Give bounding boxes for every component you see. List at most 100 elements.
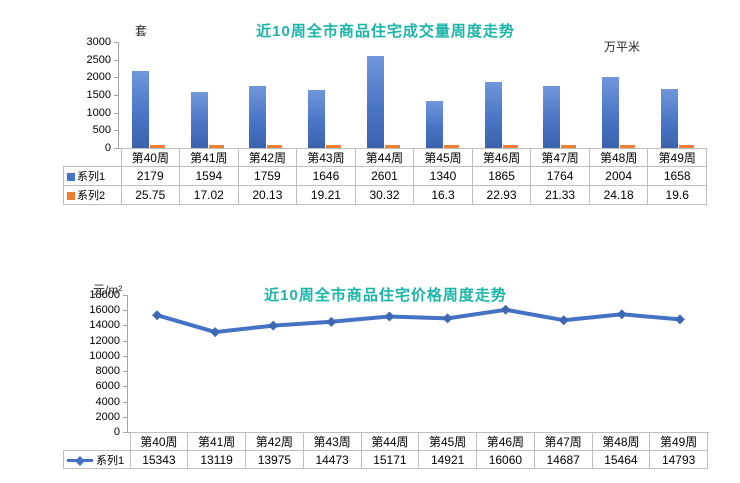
plot-area bbox=[118, 42, 707, 149]
y-axis-label: 0 bbox=[104, 142, 111, 154]
secondary-axis-unit-label: 万平米 bbox=[603, 40, 640, 54]
y-axis-tick bbox=[123, 355, 127, 357]
table-row: 系列2 25.75 17.02 20.13 19.21 30.32 16.3 22.93 21.… bbox=[63, 185, 707, 205]
week-header: 第40周 bbox=[129, 432, 189, 451]
bar-series1 bbox=[367, 56, 385, 148]
value-cell: 30.32 bbox=[354, 185, 415, 205]
value-cell: 21.33 bbox=[530, 185, 590, 205]
week-header: 第40周 bbox=[120, 148, 181, 167]
value-cell: 14793 bbox=[649, 450, 708, 469]
series1-key-icon bbox=[67, 173, 75, 181]
week-header: 第46周 bbox=[476, 432, 535, 451]
week-header: 第44周 bbox=[360, 432, 420, 451]
table-header-row: 第40周 第41周 第42周 第43周 第44周 第45周 第46周 第47周 第48周 第49周 bbox=[64, 432, 708, 451]
diamond-marker bbox=[326, 316, 337, 327]
plot-area bbox=[127, 295, 709, 433]
y-axis-tick bbox=[123, 325, 127, 327]
y-axis-label: 500 bbox=[92, 124, 111, 137]
bar-series2 bbox=[326, 145, 342, 148]
bar-series1 bbox=[602, 77, 620, 148]
series-name: 系列2 bbox=[77, 190, 106, 202]
y-axis-tick bbox=[114, 112, 118, 114]
value-cell: 2004 bbox=[588, 166, 649, 186]
bar-series2 bbox=[208, 145, 224, 148]
value-cell: 16060 bbox=[476, 450, 535, 469]
bar-series2 bbox=[443, 145, 459, 148]
table-header-row: 第40周 第41周 第42周 第43周 第44周 第45周 第46周 第47周 第48周 第49周 bbox=[64, 148, 707, 167]
bar-group bbox=[413, 42, 472, 148]
bar-group bbox=[648, 42, 707, 148]
y-axis-label: 12000 bbox=[89, 334, 120, 347]
bar-series1 bbox=[190, 92, 208, 148]
week-header: 第49周 bbox=[647, 148, 707, 167]
y-axis-tick bbox=[114, 42, 118, 43]
bar-series1 bbox=[543, 86, 561, 148]
week-header: 第48周 bbox=[588, 148, 649, 167]
bar-group bbox=[354, 42, 413, 148]
line-marker-key-icon bbox=[67, 455, 93, 466]
y-axis-label: 2000 bbox=[95, 410, 120, 423]
price-chart-title: 近10周全市商品住宅价格周度走势 bbox=[264, 287, 507, 304]
series-name: 系列1 bbox=[77, 171, 106, 183]
value-cell: 15343 bbox=[129, 450, 189, 469]
bar-group bbox=[295, 42, 354, 148]
week-header: 第42周 bbox=[237, 148, 298, 167]
bar-series1 bbox=[484, 82, 502, 148]
diamond-marker bbox=[210, 327, 221, 338]
week-header: 第43周 bbox=[296, 148, 356, 167]
price-axis-unit-label: 元/m² bbox=[93, 283, 123, 297]
value-cell: 1340 bbox=[413, 166, 473, 186]
value-cell: 22.93 bbox=[471, 185, 532, 205]
table-row: 系列1 2179 1594 1759 1646 2601 1340 1865 1764 2004 1… bbox=[63, 166, 707, 186]
value-cell: 16.3 bbox=[413, 185, 473, 205]
bar-series2 bbox=[502, 145, 518, 148]
y-axis-tick bbox=[123, 295, 127, 296]
week-header: 第44周 bbox=[354, 148, 415, 167]
y-axis-tick bbox=[114, 59, 118, 61]
value-cell: 1764 bbox=[530, 166, 590, 186]
diamond-marker bbox=[268, 320, 279, 331]
legend-cell: 系列1 bbox=[63, 166, 122, 186]
data-table: 第40周 第41周 第42周 第43周 第44周 第45周 第46周 第47周 第48周 第49周… bbox=[63, 432, 708, 469]
y-axis-label: 4000 bbox=[95, 395, 120, 408]
bar-series2 bbox=[385, 145, 401, 148]
bar-series1 bbox=[249, 86, 267, 148]
week-header: 第45周 bbox=[413, 148, 473, 167]
y-axis-label: 18000 bbox=[89, 289, 120, 301]
value-cell: 15171 bbox=[360, 450, 420, 469]
y-axis-label: 6000 bbox=[95, 380, 120, 393]
volume-chart: 近10周全市商品住宅成交量周度走势 套 万平米 第40周 第41周 第42周 第43周… bbox=[63, 18, 708, 212]
value-cell: 17.02 bbox=[179, 185, 239, 205]
week-header: 第43周 bbox=[302, 432, 362, 451]
bar-group bbox=[178, 42, 237, 148]
y-axis-tick bbox=[123, 310, 127, 312]
week-header: 第42周 bbox=[245, 432, 304, 451]
bar-series2 bbox=[267, 145, 283, 148]
value-cell: 13119 bbox=[187, 450, 246, 469]
value-cell: 19.21 bbox=[296, 185, 356, 205]
series-name: 系列1 bbox=[96, 454, 125, 467]
price-chart: 近10周全市商品住宅价格周度走势 元/m² 第40周 第41周 第42周 第43周 第4… bbox=[63, 280, 709, 474]
week-header: 第41周 bbox=[187, 432, 246, 451]
y-axis-label: 3000 bbox=[86, 36, 111, 48]
y-axis-label: 2500 bbox=[86, 53, 111, 66]
week-header: 第41周 bbox=[179, 148, 239, 167]
y-axis-label: 0 bbox=[113, 426, 120, 438]
value-cell: 20.13 bbox=[237, 185, 298, 205]
data-table: 第40周 第41周 第42周 第43周 第44周 第45周 第46周 第47周 第48周 第49周… bbox=[63, 148, 707, 205]
table-row: 系列1 15343 13119 13975 14473 15171 14921 16060 14… bbox=[63, 450, 708, 469]
y-axis-tick bbox=[123, 340, 127, 342]
y-axis-tick bbox=[123, 401, 127, 403]
value-cell: 2601 bbox=[354, 166, 415, 186]
primary-axis-unit-label: 套 bbox=[135, 24, 148, 38]
y-axis-label: 2000 bbox=[86, 71, 111, 84]
diamond-marker bbox=[152, 310, 163, 321]
value-cell: 1594 bbox=[179, 166, 239, 186]
y-axis-label: 8000 bbox=[95, 365, 120, 378]
diamond-marker bbox=[442, 313, 453, 324]
value-cell: 14687 bbox=[533, 450, 593, 469]
value-cell: 2179 bbox=[120, 166, 181, 186]
bar-group bbox=[472, 42, 531, 148]
y-axis-tick bbox=[123, 432, 127, 433]
